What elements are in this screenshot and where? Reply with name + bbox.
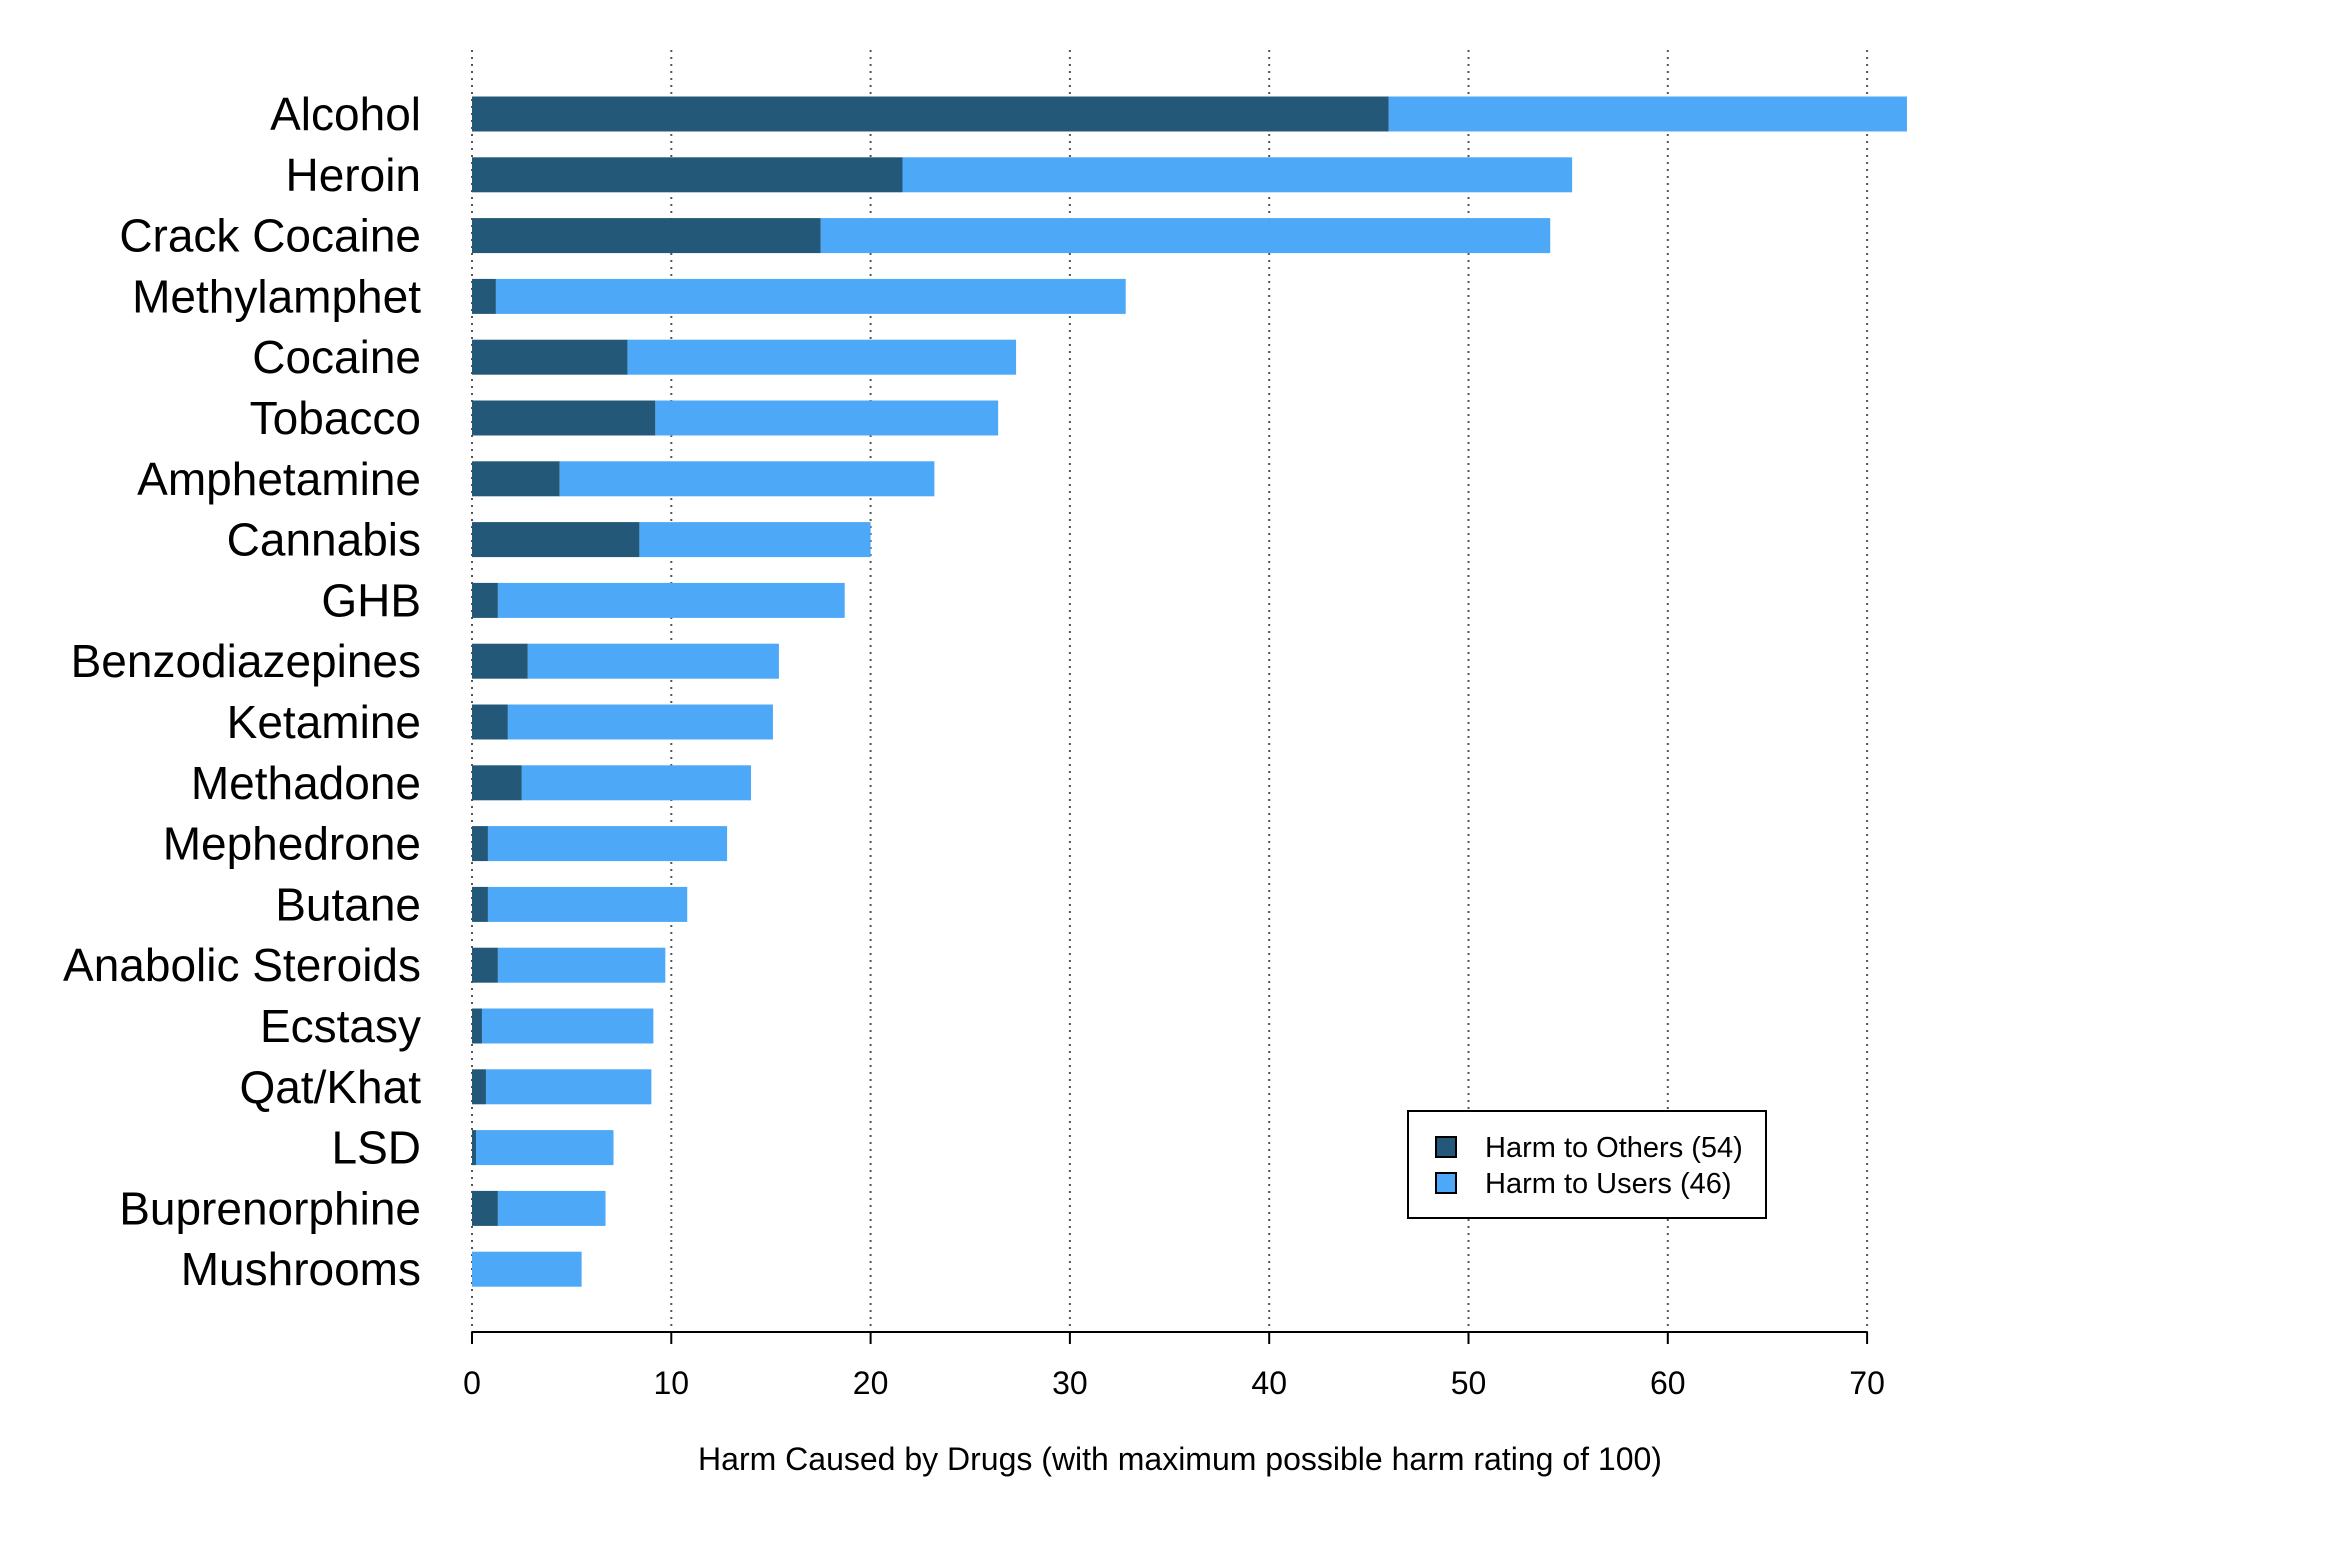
bar-others-ketamine xyxy=(472,704,508,740)
bar-others-cannabis xyxy=(472,522,640,558)
bar-users-amphetamine xyxy=(559,461,935,497)
category-label: Cannabis xyxy=(227,514,421,566)
bar-others-alcohol xyxy=(472,96,1389,132)
category-label: Alcohol xyxy=(270,88,421,140)
bar-others-ecstasy xyxy=(472,1008,482,1044)
bar-others-heroin xyxy=(472,157,903,193)
bar-others-amphetamine xyxy=(472,461,560,497)
bar-others-tobacco xyxy=(472,400,656,436)
legend-box xyxy=(1407,1110,1767,1219)
legend: Harm to Others (54) Harm to Users (46) xyxy=(1407,1110,1767,1219)
bar-users-heroin xyxy=(902,157,1573,193)
bar-others-cocaine xyxy=(472,339,628,375)
bar-others-mephedrone xyxy=(472,826,488,862)
category-label: Ketamine xyxy=(227,696,421,748)
category-label: Cocaine xyxy=(252,331,421,383)
bar-others-anabolic-steroids xyxy=(472,947,498,983)
category-label: GHB xyxy=(321,574,421,626)
legend-swatch-harm-to-users xyxy=(1435,1172,1457,1194)
bar-users-ketamine xyxy=(507,704,773,740)
category-label: Mushrooms xyxy=(181,1243,421,1295)
bar-users-mushrooms xyxy=(472,1251,582,1287)
x-tick-label-40: 40 xyxy=(1251,1365,1287,1401)
category-label: Butane xyxy=(275,878,421,930)
bar-others-ghb xyxy=(472,582,498,618)
bar-users-butane xyxy=(487,886,688,922)
category-label: Ecstasy xyxy=(260,1000,421,1052)
bar-others-buprenorphine xyxy=(472,1190,498,1226)
bar-users-tobacco xyxy=(655,400,999,436)
category-label: Mephedrone xyxy=(163,818,421,870)
category-label: Qat/Khat xyxy=(239,1061,421,1113)
x-tick-label-10: 10 xyxy=(654,1365,690,1401)
x-tick-label-30: 30 xyxy=(1052,1365,1088,1401)
bars xyxy=(472,96,1907,1287)
x-tick-label-50: 50 xyxy=(1451,1365,1487,1401)
bar-users-methadone xyxy=(521,765,752,801)
legend-label-harm-to-users: Harm to Users (46) xyxy=(1485,1168,1732,1200)
category-label: Buprenorphine xyxy=(119,1182,421,1234)
x-tick-label-0: 0 xyxy=(463,1365,481,1401)
bar-others-qat-khat xyxy=(472,1069,486,1105)
category-label: Amphetamine xyxy=(137,453,421,505)
x-axis: 0 10 20 30 40 50 60 70 xyxy=(463,1331,1885,1401)
x-tick-label-20: 20 xyxy=(853,1365,889,1401)
bar-users-mephedrone xyxy=(487,826,728,862)
category-label: Tobacco xyxy=(250,392,421,444)
bar-users-crack-cocaine xyxy=(820,218,1551,254)
bar-others-methylamphet xyxy=(472,278,496,314)
category-labels: Alcohol Heroin Crack Cocaine Methylamphet Co… xyxy=(63,88,421,1295)
category-label: Benzodiazepines xyxy=(71,635,421,687)
bar-others-lsd xyxy=(472,1130,476,1166)
category-label: Methylamphet xyxy=(132,270,421,322)
bar-users-buprenorphine xyxy=(497,1190,606,1226)
x-axis-title: Harm Caused by Drugs (with maximum possi… xyxy=(698,1441,1662,1477)
bar-users-ghb xyxy=(497,582,845,618)
category-label: Methadone xyxy=(191,757,421,809)
category-label: Anabolic Steroids xyxy=(63,939,421,991)
category-label: Crack Cocaine xyxy=(119,210,421,262)
x-tick-label-70: 70 xyxy=(1849,1365,1885,1401)
x-tick-label-60: 60 xyxy=(1650,1365,1686,1401)
bar-others-methadone xyxy=(472,765,522,801)
category-label: Heroin xyxy=(285,149,421,201)
bar-others-butane xyxy=(472,886,488,922)
category-label: LSD xyxy=(332,1122,421,1174)
bar-users-alcohol xyxy=(1388,96,1907,132)
bar-users-methylamphet xyxy=(495,278,1126,314)
bar-users-anabolic-steroids xyxy=(497,947,666,983)
bar-users-benzodiazepines xyxy=(527,643,779,679)
legend-label-harm-to-others: Harm to Others (54) xyxy=(1485,1132,1743,1164)
bar-others-benzodiazepines xyxy=(472,643,528,679)
bar-users-qat-khat xyxy=(485,1069,652,1105)
bar-users-cannabis xyxy=(639,522,871,558)
bar-users-lsd xyxy=(475,1130,614,1166)
legend-swatch-harm-to-others xyxy=(1435,1136,1457,1158)
bar-users-ecstasy xyxy=(481,1008,654,1044)
bar-users-cocaine xyxy=(627,339,1017,375)
bar-others-crack-cocaine xyxy=(472,218,821,254)
